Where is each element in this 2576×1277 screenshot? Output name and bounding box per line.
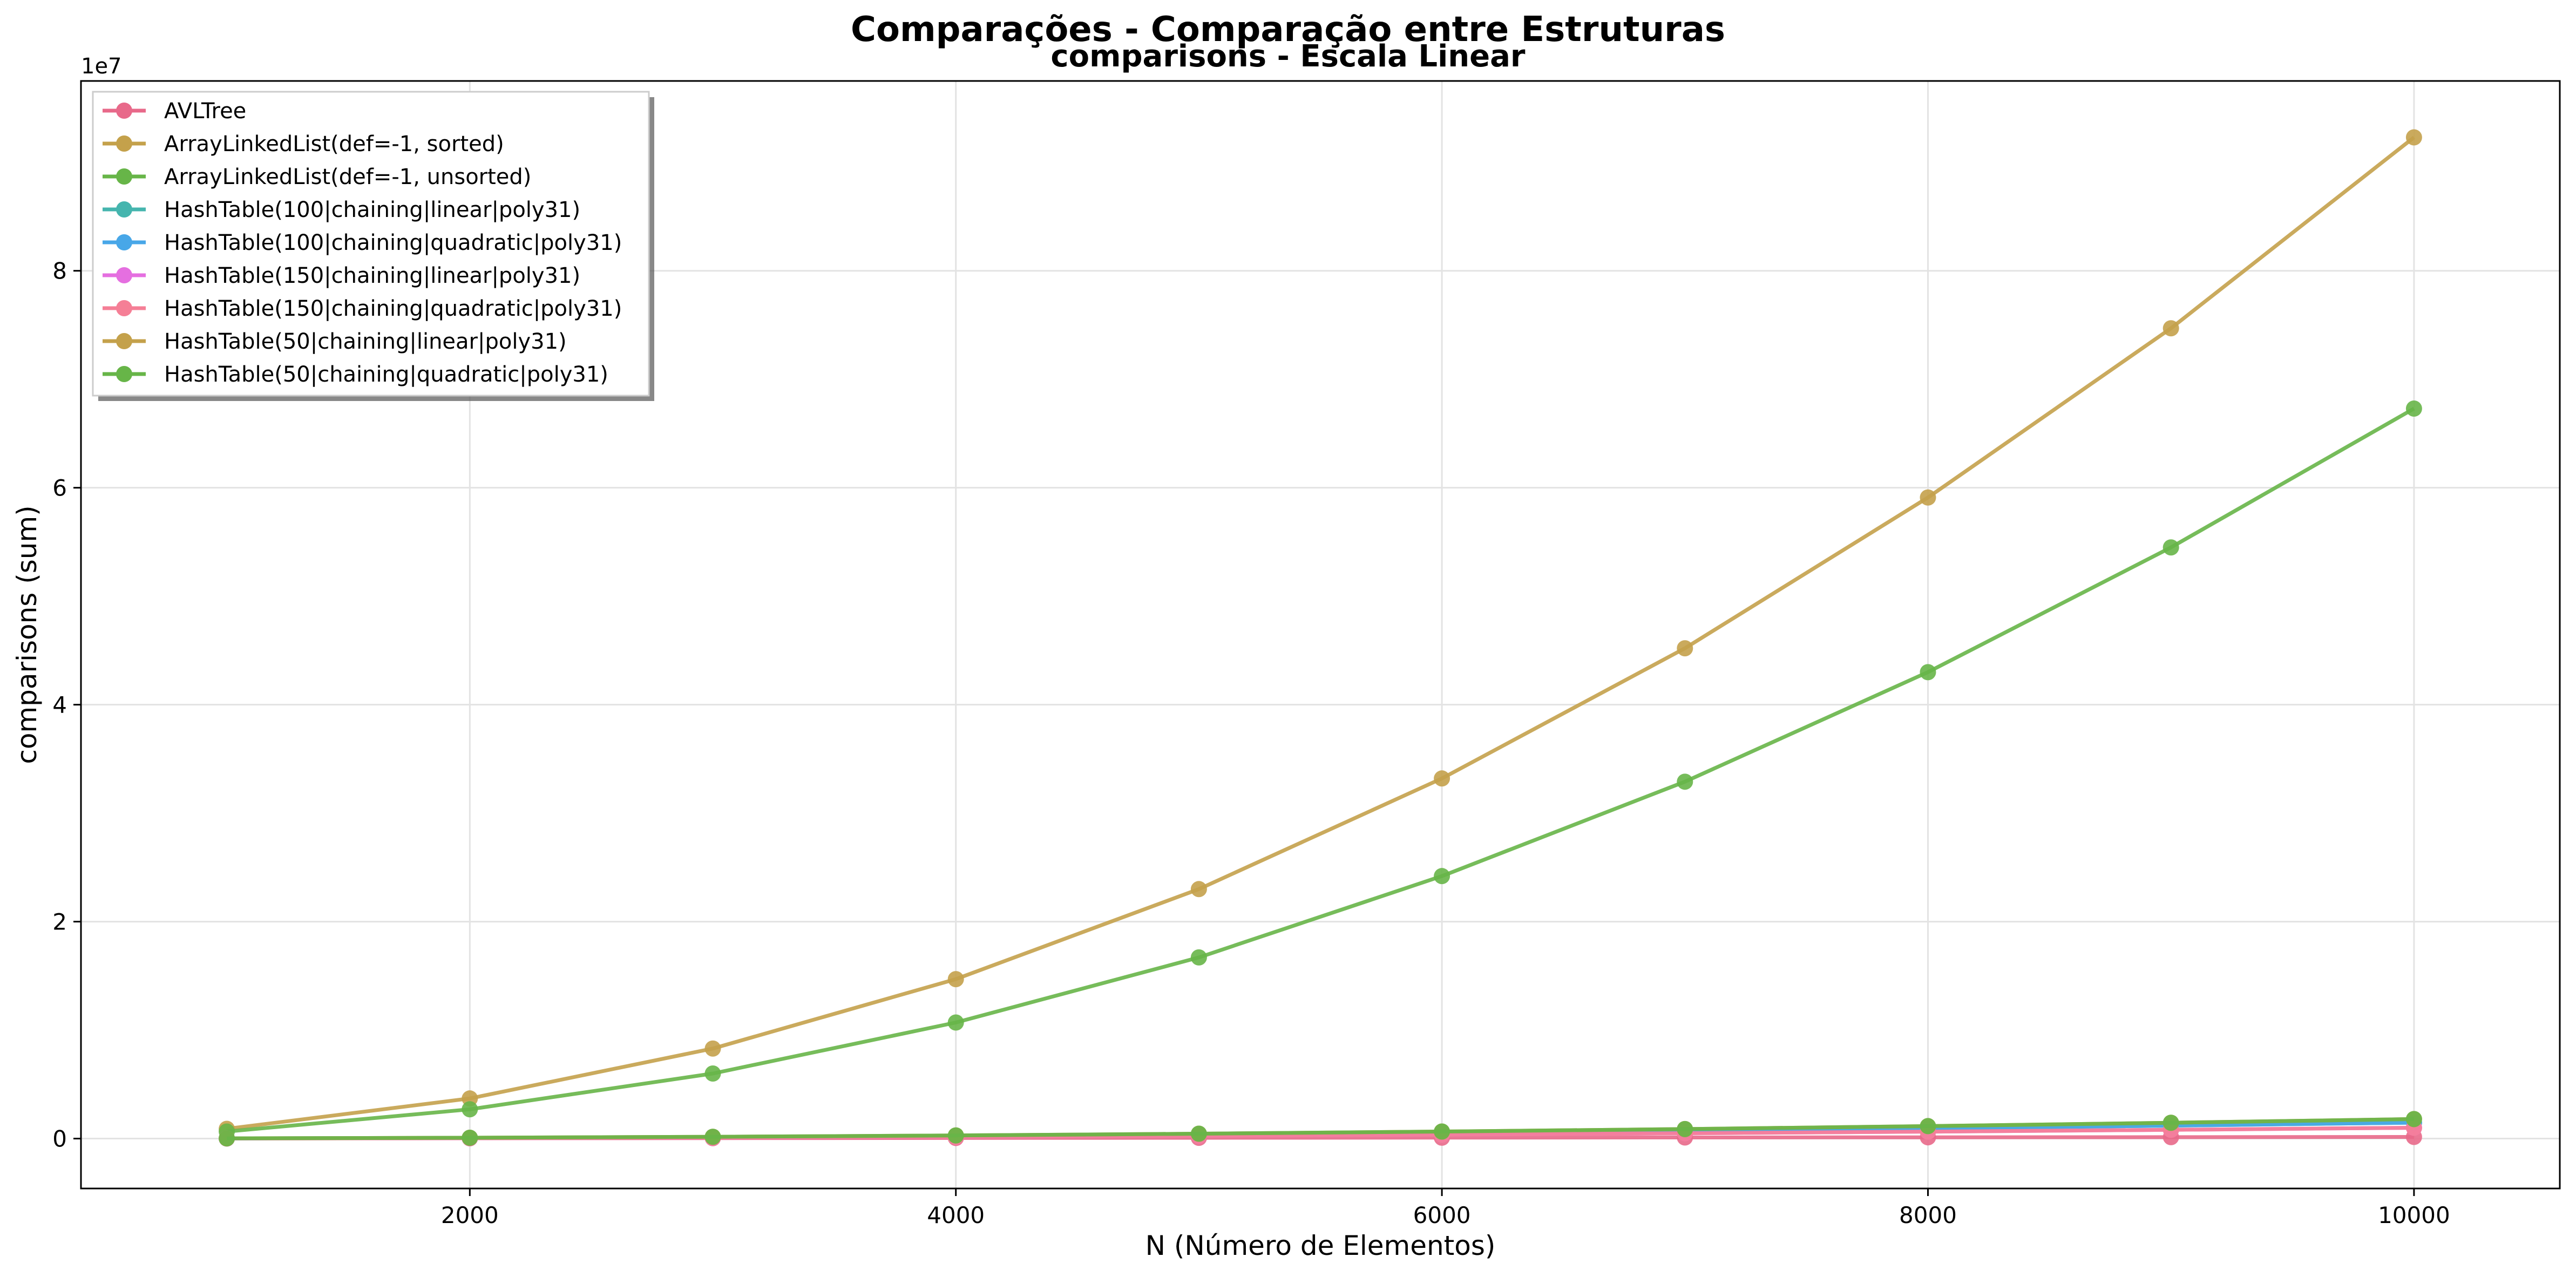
series-8 [219, 1111, 2422, 1147]
data-point [1677, 773, 1693, 790]
x-tick-label: 6000 [1413, 1202, 1471, 1228]
x-tick-label: 10000 [2378, 1202, 2450, 1228]
legend: AVLTree ArrayLinkedList(def=-1, sorted) Ar… [92, 91, 654, 401]
legend-item: HashTable(50|chaining|linear|poly31) [103, 329, 567, 354]
legend-marker [116, 135, 132, 152]
data-point [462, 1101, 478, 1118]
y-tick-label: 4 [52, 692, 67, 718]
legend-label: ArrayLinkedList(def=-1, sorted) [164, 132, 504, 157]
legend-marker [116, 201, 132, 218]
legend-label: AVLTree [164, 99, 246, 124]
x-tick-label: 8000 [1899, 1202, 1957, 1228]
x-tick-label: 4000 [927, 1202, 985, 1228]
series-line [226, 135, 2416, 1131]
data-point [947, 971, 964, 988]
legend-label: HashTable(150|chaining|quadratic|poly31) [164, 296, 622, 321]
data-point [1190, 881, 1207, 898]
data-point [704, 1065, 721, 1082]
legend-label: HashTable(100|chaining|quadratic|poly31) [164, 230, 622, 255]
legend-label: HashTable(100|chaining|linear|poly31) [164, 198, 580, 222]
data-point [1190, 1125, 1207, 1142]
y-offset-label: 1e7 [81, 54, 122, 79]
series-2 [219, 400, 2422, 1140]
legend-label: HashTable(50|chaining|linear|poly31) [164, 329, 567, 354]
chart-suptitle: Comparações - Comparação entre Estrutura… [851, 10, 1725, 50]
y-tick-label: 2 [52, 909, 67, 935]
y-tick-label: 6 [52, 475, 67, 501]
legend-item: AVLTree [103, 99, 246, 124]
series-lines [219, 129, 2422, 1147]
legend-marker [116, 333, 132, 349]
legend-label: HashTable(50|chaining|quadratic|poly31) [164, 362, 608, 387]
legend-marker [116, 366, 132, 382]
data-point [2163, 539, 2179, 556]
y-tick-label: 8 [52, 258, 67, 284]
y-tick-label: 0 [52, 1126, 67, 1152]
data-point [2163, 320, 2179, 337]
legend-marker [116, 168, 132, 185]
y-axis-label: comparisons (sum) [11, 505, 43, 764]
legend-label: ArrayLinkedList(def=-1, unsorted) [164, 165, 531, 189]
data-point [1434, 868, 1450, 885]
data-point [947, 1127, 964, 1144]
legend-item: ArrayLinkedList(def=-1, unsorted) [103, 165, 531, 189]
plot-frame [80, 80, 2561, 1190]
data-point [1920, 1118, 1936, 1135]
legend-item: HashTable(100|chaining|linear|poly31) [103, 198, 580, 222]
legend-item: HashTable(100|chaining|quadratic|poly31) [103, 230, 622, 255]
x-axis-label: N (Número de Elementos) [1145, 1230, 1496, 1261]
legend-item: HashTable(150|chaining|linear|poly31) [103, 263, 580, 288]
x-axis-ticks: 2000 4000 6000 8000 10000 [441, 1188, 2450, 1228]
series-line [226, 406, 2415, 1133]
data-point [1677, 640, 1693, 657]
data-point [2405, 129, 2422, 146]
data-point [2405, 1111, 2422, 1127]
data-point [219, 1130, 235, 1147]
x-tick-label: 2000 [441, 1202, 499, 1228]
legend-marker [116, 267, 132, 283]
legend-item: ArrayLinkedList(def=-1, sorted) [103, 132, 504, 157]
series-line [227, 1117, 2414, 1140]
y-axis-ticks: 0 2 4 6 8 [52, 258, 81, 1152]
legend-marker [116, 234, 132, 250]
legend-marker [116, 103, 132, 119]
data-point [947, 1014, 964, 1031]
data-point [462, 1130, 478, 1146]
legend-box [92, 91, 650, 397]
data-point [2163, 1115, 2179, 1131]
legend-item: HashTable(150|chaining|quadratic|poly31) [103, 296, 622, 321]
data-point [1434, 770, 1450, 787]
chart-title: comparisons - Escala Linear [1050, 39, 1526, 74]
legend-marker [116, 300, 132, 316]
data-point [1920, 489, 1936, 506]
data-point [1677, 1120, 1693, 1137]
legend-label: HashTable(150|chaining|linear|poly31) [164, 263, 580, 288]
data-point [1190, 949, 1207, 966]
data-point [1434, 1123, 1450, 1140]
data-point [1920, 664, 1936, 681]
legend-item: HashTable(50|chaining|quadratic|poly31) [103, 362, 608, 387]
data-point [704, 1129, 721, 1145]
data-point [704, 1040, 721, 1057]
data-point [2405, 400, 2422, 417]
